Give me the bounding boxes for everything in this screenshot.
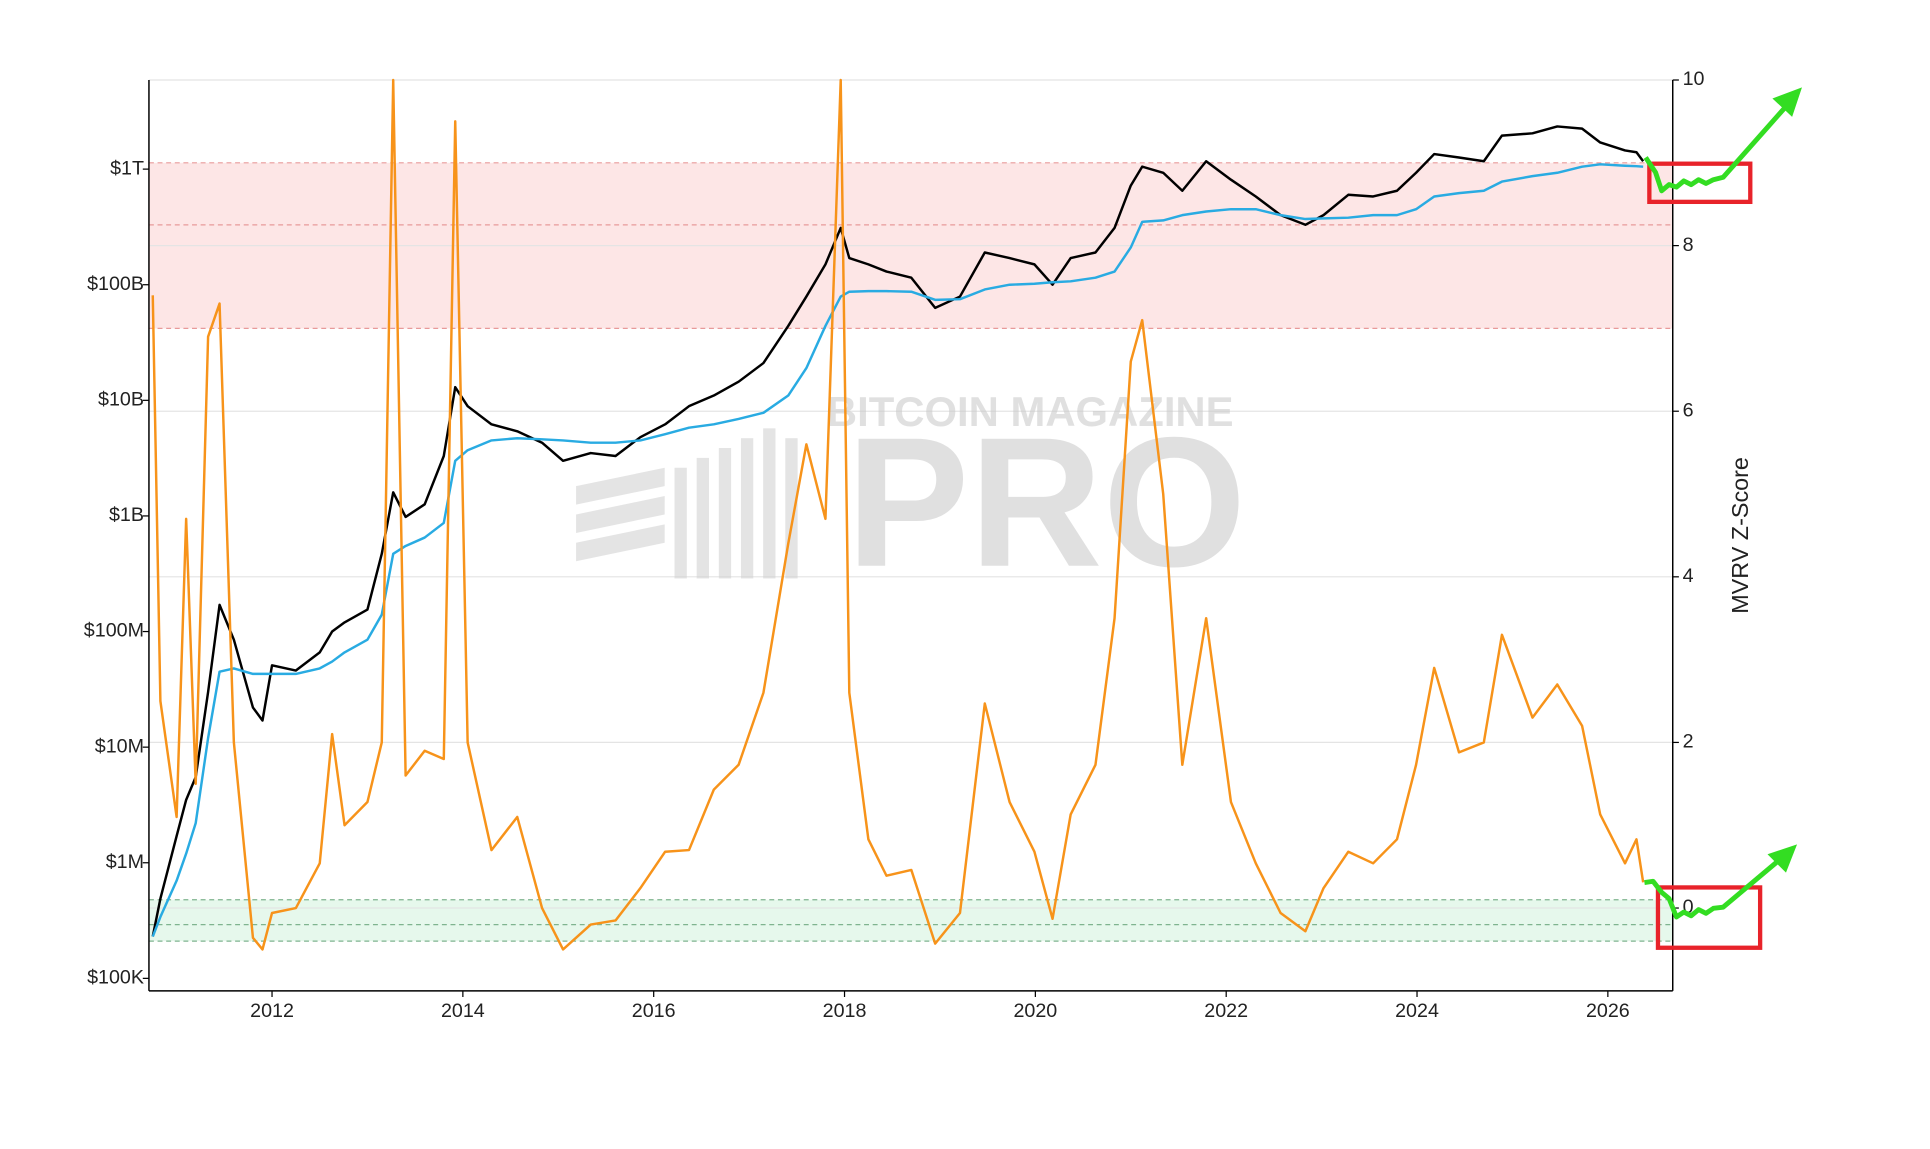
- y-tick-label: $100M: [84, 620, 144, 642]
- logo-stripe: [576, 524, 665, 562]
- y2-tick-label: 0: [1683, 896, 1694, 918]
- x-tick-label: 2024: [1395, 1000, 1439, 1022]
- watermark-text: PRO: [846, 400, 1246, 606]
- y2-tick-label: 6: [1683, 399, 1694, 421]
- logo-bar: [718, 448, 732, 579]
- arrow-head: [1772, 87, 1802, 117]
- logo-stripe: [576, 467, 665, 505]
- grid: [148, 79, 1673, 909]
- lines: [151, 78, 1645, 951]
- y-tick-label: $1T: [110, 157, 144, 179]
- x-tick-label: 2026: [1586, 1000, 1630, 1022]
- arrow-head: [1767, 844, 1798, 873]
- y2-tick-label: 2: [1683, 731, 1694, 753]
- watermark-text: BITCOIN MAGAZINE: [827, 388, 1234, 435]
- watermark-logo: [576, 428, 798, 579]
- y-tick-label: $100K: [87, 967, 144, 989]
- y2-tick-label: 4: [1683, 565, 1694, 587]
- x-tick-label: 2018: [823, 1000, 867, 1022]
- highlight-box: [1647, 161, 1753, 205]
- y-tick-label: $1M: [106, 851, 144, 873]
- watermark: BITCOIN MAGAZINE PRO: [576, 388, 1246, 606]
- x-tick-label: 2012: [250, 1000, 294, 1022]
- y-tick-label: $1B: [109, 504, 144, 526]
- y2-tick-label: 10: [1683, 68, 1705, 90]
- x-tick-label: 2016: [632, 1000, 676, 1022]
- series-line: [151, 78, 1645, 951]
- projection-arrow: [1644, 853, 1787, 920]
- y2-tick-label: 8: [1683, 234, 1694, 256]
- x-tick-label: 2020: [1013, 1000, 1057, 1022]
- y-tick-label: $10M: [95, 735, 144, 757]
- y-tick-label: $100B: [87, 273, 144, 295]
- logo-bar: [696, 457, 709, 579]
- axes: 0 2 4 6 8 10 $100K $1M $10M $100M $1B $10B $100B $1T 2…: [84, 68, 1705, 1022]
- y-tick-label: $10B: [98, 389, 144, 411]
- y2-axis-title: MVRV Z-Score: [1727, 457, 1753, 614]
- series-line: [151, 125, 1645, 937]
- logo-bar: [763, 428, 776, 579]
- x-tick-label: 2022: [1204, 1000, 1248, 1022]
- annotations: [1643, 87, 1802, 950]
- zone-band: [148, 899, 1673, 942]
- projection-arrow: [1643, 99, 1793, 194]
- highlight-box: [1655, 885, 1763, 950]
- series-line: [151, 163, 1644, 937]
- x-tick-label: 2014: [441, 1000, 485, 1022]
- logo-bar: [740, 438, 754, 579]
- logo-bar: [674, 467, 687, 579]
- logo-stripe: [576, 496, 665, 533]
